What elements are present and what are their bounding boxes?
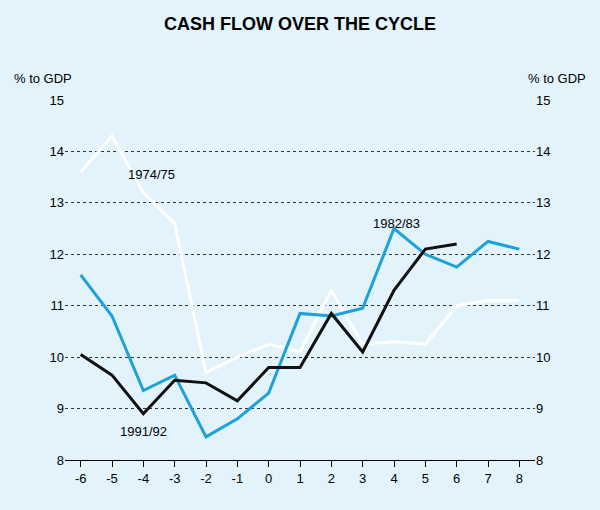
svg-text:1991/92: 1991/92 (120, 424, 167, 439)
svg-text:15: 15 (536, 93, 550, 108)
svg-text:1982/83: 1982/83 (373, 216, 420, 231)
svg-text:12: 12 (50, 247, 64, 262)
svg-text:-1: -1 (232, 471, 244, 486)
svg-text:14: 14 (536, 144, 550, 159)
svg-text:10: 10 (50, 350, 64, 365)
svg-text:0: 0 (265, 471, 272, 486)
svg-text:14: 14 (50, 144, 64, 159)
svg-text:2: 2 (328, 471, 335, 486)
svg-text:-2: -2 (200, 471, 212, 486)
svg-text:% to GDP: % to GDP (528, 71, 586, 86)
svg-text:12: 12 (536, 247, 550, 262)
svg-text:CASH FLOW OVER THE CYCLE: CASH FLOW OVER THE CYCLE (164, 14, 436, 34)
svg-text:9: 9 (57, 401, 64, 416)
svg-text:1: 1 (296, 471, 303, 486)
svg-text:11: 11 (51, 298, 65, 313)
svg-text:1974/75: 1974/75 (128, 167, 175, 182)
svg-text:8: 8 (536, 453, 543, 468)
svg-text:8: 8 (57, 453, 64, 468)
svg-text:% to GDP: % to GDP (14, 71, 72, 86)
svg-text:-3: -3 (169, 471, 181, 486)
svg-text:-5: -5 (106, 471, 118, 486)
svg-text:7: 7 (484, 471, 491, 486)
svg-text:8: 8 (516, 471, 523, 486)
svg-text:3: 3 (359, 471, 366, 486)
svg-text:4: 4 (390, 471, 397, 486)
svg-text:13: 13 (50, 195, 64, 210)
svg-text:5: 5 (422, 471, 429, 486)
svg-text:-4: -4 (138, 471, 150, 486)
svg-text:6: 6 (453, 471, 460, 486)
svg-text:9: 9 (536, 401, 543, 416)
svg-text:15: 15 (50, 93, 64, 108)
svg-text:10: 10 (536, 350, 550, 365)
svg-text:-6: -6 (75, 471, 87, 486)
svg-text:13: 13 (536, 195, 550, 210)
svg-text:11: 11 (536, 298, 550, 313)
